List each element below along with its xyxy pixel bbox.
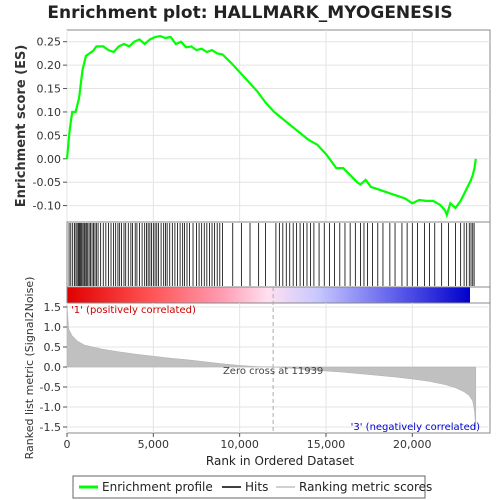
enrichment-profile-line: [65, 34, 477, 219]
chart-title: Enrichment plot: HALLMARK_MYOGENESIS: [47, 3, 452, 23]
ranked-tick-label: 1.0: [44, 321, 62, 334]
es-tick-label: 0.10: [37, 106, 62, 119]
es-tick-label: -0.05: [33, 176, 61, 189]
ranked-tick-label: 0.0: [44, 361, 62, 374]
x-tick-label: 10,000: [220, 438, 259, 451]
positive-correlation-label: '1' (positively correlated): [71, 305, 196, 316]
es-tick-label: 0.25: [37, 36, 62, 49]
hit-markers: [68, 223, 475, 286]
x-tick-label: 0: [64, 438, 71, 451]
legend-metric-label: Ranking metric scores: [299, 480, 432, 494]
es-tick-label: 0.05: [37, 129, 62, 142]
ranking-metric-area: [66, 304, 477, 430]
legend-hits-label: Hits: [245, 480, 268, 494]
rank-color-bar: [67, 287, 470, 303]
ranked-tick-label: 0.5: [44, 341, 62, 354]
ranked-tick-label: -1.5: [40, 421, 61, 434]
x-tick-label: 20,000: [393, 438, 432, 451]
enrichment-panel: [66, 29, 491, 223]
ranked-tick-label: 1.5: [44, 301, 62, 314]
negative-correlation-label: '3' (negatively correlated): [351, 422, 480, 433]
es-tick-label: 0.15: [37, 83, 62, 96]
zero-cross-label: Zero cross at 11939: [223, 366, 323, 377]
ranked-ylabel: Ranked list metric (Signal2Noise): [23, 277, 36, 460]
es-tick-label: 0.00: [37, 153, 62, 166]
x-axis-label: Rank in Ordered Dataset: [206, 454, 354, 468]
ranked-tick-label: -0.5: [40, 381, 61, 394]
x-tick-label: 5,000: [138, 438, 170, 451]
hits-panel: [66, 221, 491, 288]
es-grid: [66, 30, 490, 222]
ranked-tick-label: -1.0: [40, 401, 61, 414]
es-ylabel: Enrichment score (ES): [14, 45, 29, 208]
legend-enrichment-label: Enrichment profile: [102, 480, 213, 494]
legend-box: [72, 475, 426, 499]
es-yticks: 0.25 0.20 0.15 0.10 0.05 0.00 -0.05 -0.10: [33, 36, 67, 213]
x-tick-label: 15,000: [307, 438, 346, 451]
ranked-yticks: 1.5 1.0 0.5 0.0 -0.5 -1.0 -1.5: [40, 301, 67, 434]
legend: Enrichment profile Hits Ranking metric s…: [72, 475, 432, 499]
x-axis-ticks: 0 5,000 10,000 15,000 20,000: [64, 433, 432, 451]
es-tick-label: 0.20: [37, 59, 62, 72]
es-tick-label: -0.10: [33, 200, 61, 213]
